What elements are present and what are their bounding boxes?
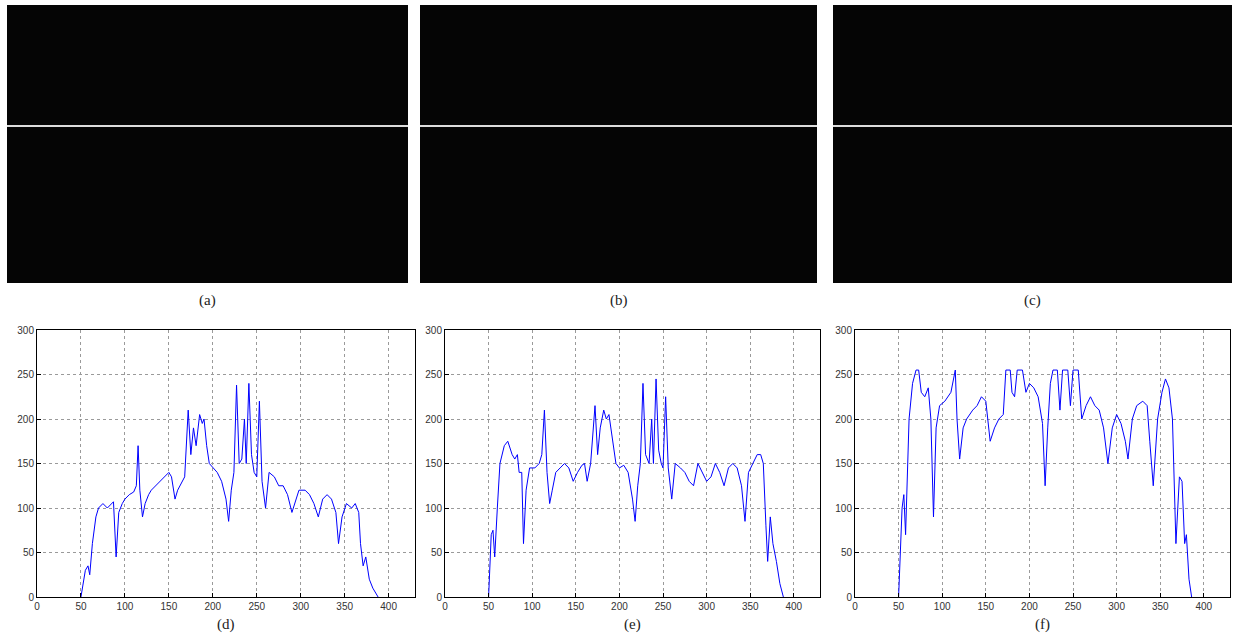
svg-text:200: 200: [17, 414, 34, 425]
svg-text:0: 0: [28, 592, 34, 603]
svg-text:50: 50: [23, 547, 35, 558]
svg-text:100: 100: [117, 601, 134, 612]
svg-text:50: 50: [893, 601, 905, 612]
svg-text:400: 400: [380, 601, 397, 612]
svg-text:300: 300: [292, 601, 309, 612]
svg-text:400: 400: [785, 601, 802, 612]
svg-text:200: 200: [425, 414, 442, 425]
svg-text:150: 150: [161, 601, 178, 612]
svg-text:200: 200: [835, 414, 852, 425]
svg-text:300: 300: [1108, 601, 1125, 612]
svg-text:250: 250: [248, 601, 265, 612]
svg-text:0: 0: [852, 601, 858, 612]
svg-text:150: 150: [835, 458, 852, 469]
svg-text:(b): (b): [610, 292, 628, 309]
svg-text:400: 400: [1195, 601, 1212, 612]
svg-text:0: 0: [442, 601, 448, 612]
svg-text:350: 350: [1152, 601, 1169, 612]
svg-text:150: 150: [567, 601, 584, 612]
svg-text:250: 250: [1065, 601, 1082, 612]
svg-text:0: 0: [436, 592, 442, 603]
svg-text:100: 100: [934, 601, 951, 612]
svg-text:0: 0: [34, 601, 40, 612]
svg-text:250: 250: [425, 369, 442, 380]
svg-text:(c): (c): [1024, 292, 1041, 309]
svg-text:250: 250: [835, 369, 852, 380]
svg-text:150: 150: [17, 458, 34, 469]
svg-text:100: 100: [17, 503, 34, 514]
svg-text:100: 100: [425, 503, 442, 514]
svg-text:300: 300: [17, 325, 34, 336]
svg-text:300: 300: [835, 325, 852, 336]
svg-text:350: 350: [742, 601, 759, 612]
svg-text:50: 50: [431, 547, 443, 558]
svg-text:200: 200: [611, 601, 628, 612]
svg-text:50: 50: [841, 547, 853, 558]
svg-text:(d): (d): [217, 616, 235, 633]
svg-text:(a): (a): [199, 292, 216, 309]
svg-text:350: 350: [336, 601, 353, 612]
svg-text:100: 100: [524, 601, 541, 612]
svg-text:150: 150: [425, 458, 442, 469]
svg-text:100: 100: [835, 503, 852, 514]
svg-text:50: 50: [483, 601, 495, 612]
svg-text:(e): (e): [624, 616, 641, 633]
svg-text:150: 150: [977, 601, 994, 612]
svg-text:50: 50: [75, 601, 87, 612]
svg-text:(f): (f): [1035, 616, 1050, 633]
svg-text:300: 300: [425, 325, 442, 336]
svg-text:200: 200: [1021, 601, 1038, 612]
svg-text:250: 250: [655, 601, 672, 612]
svg-text:200: 200: [204, 601, 221, 612]
svg-text:300: 300: [698, 601, 715, 612]
svg-text:250: 250: [17, 369, 34, 380]
svg-text:0: 0: [846, 592, 852, 603]
